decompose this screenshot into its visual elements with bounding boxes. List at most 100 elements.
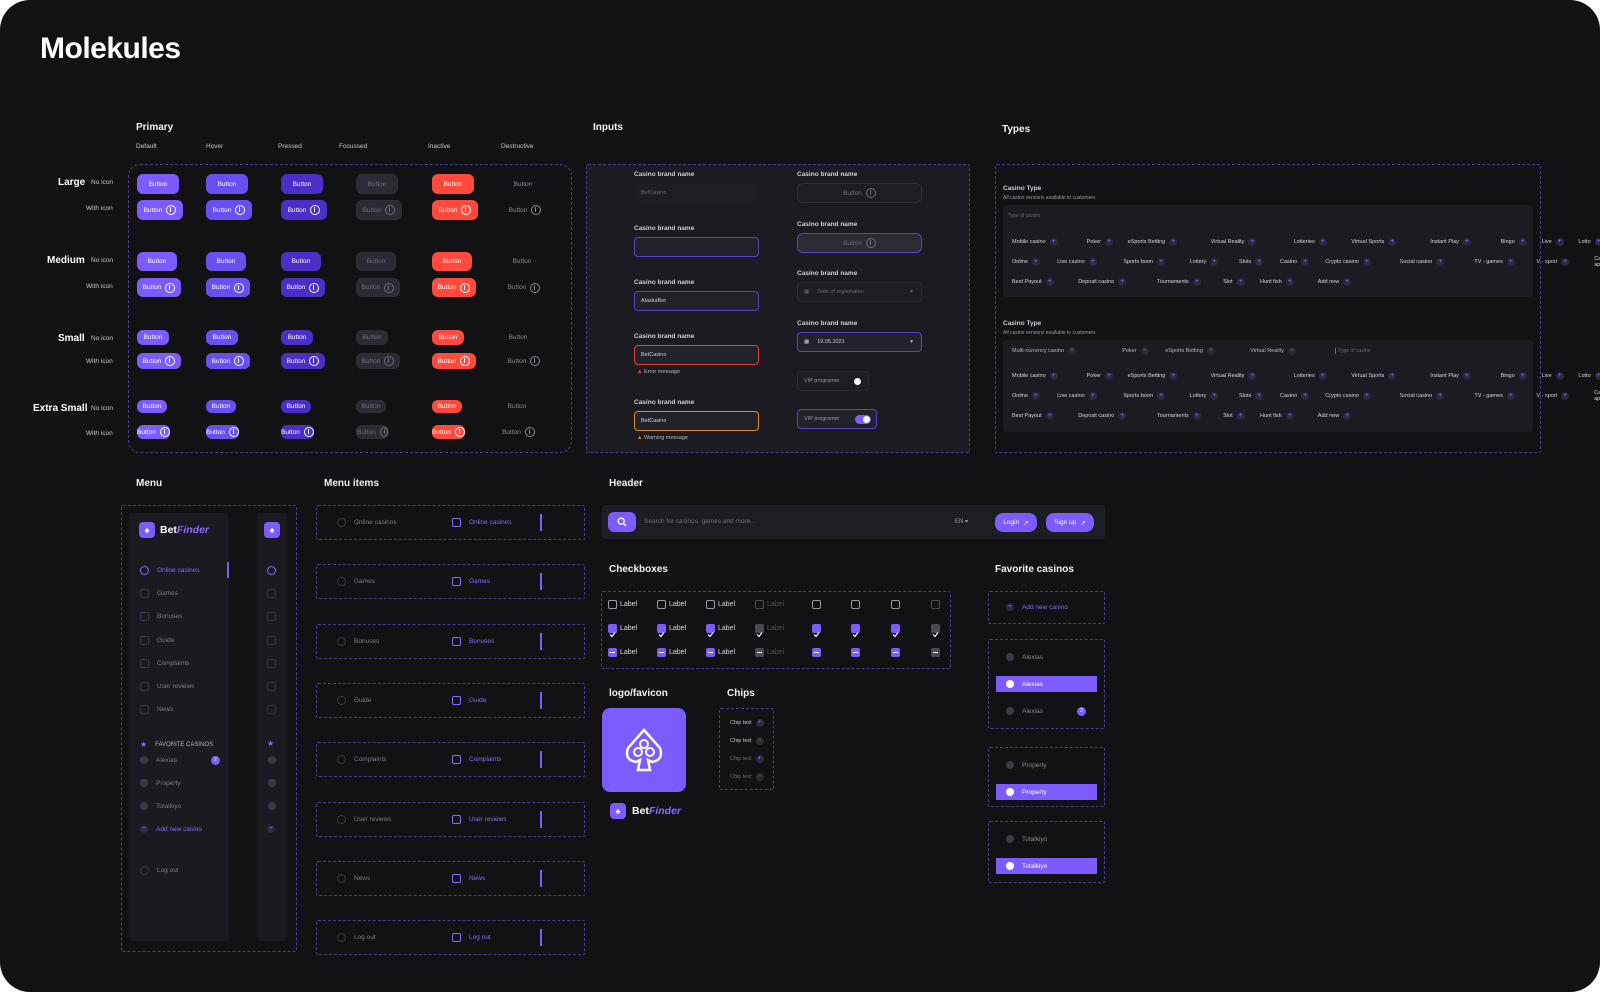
plus-icon[interactable]: + [267, 825, 275, 833]
checkbox[interactable] [931, 600, 940, 609]
type-chip[interactable]: Live casino + [1057, 390, 1097, 402]
type-chip[interactable]: Live + [1542, 370, 1564, 382]
menu-item-default[interactable]: Log out [337, 933, 376, 943]
button-focussed-with-icon[interactable]: Button [356, 200, 402, 220]
type-chip[interactable]: Instant Play + [1430, 370, 1471, 382]
button-default-with-icon[interactable]: Button [137, 353, 181, 369]
search-button[interactable] [608, 512, 636, 532]
type-chip[interactable]: Poker + [1087, 236, 1113, 248]
button-destructive[interactable]: Button [502, 174, 544, 194]
checkbox-checked[interactable] [812, 624, 821, 638]
favorite-item[interactable]: Totalkiyo [140, 802, 181, 810]
button-focussed[interactable]: Button [356, 400, 386, 413]
user-reviews-icon[interactable] [267, 682, 276, 691]
type-chip[interactable]: Add new + [1318, 276, 1352, 288]
button-destructive[interactable]: Button [502, 252, 542, 271]
type-chip[interactable]: Casino apps+ [1594, 256, 1600, 268]
type-chip[interactable]: Slots + [1239, 256, 1264, 268]
type-chip[interactable]: Best Payout + [1012, 276, 1054, 288]
button-default-with-icon[interactable]: Button [137, 425, 170, 439]
button-pressed-with-icon[interactable]: Button [281, 200, 327, 220]
sidebar-item-bonuses[interactable]: Bonuses [140, 612, 182, 622]
button-hover[interactable]: Button [206, 252, 246, 271]
type-select-box[interactable] [1003, 340, 1533, 432]
checkbox-checked[interactable] [608, 624, 617, 638]
guide-icon[interactable] [267, 635, 276, 645]
checkbox-checked[interactable] [755, 624, 764, 638]
menu-item-default[interactable]: Bonuses [337, 636, 379, 646]
menu-item-active[interactable]: Games [452, 577, 490, 587]
button-pressed[interactable]: Button [281, 174, 323, 194]
checkbox-indeterminate[interactable] [657, 648, 666, 657]
add-casino-link[interactable]: + Add new casino [140, 825, 202, 833]
button-pressed-with-icon[interactable]: Button [281, 278, 325, 297]
selected-chip[interactable]: Multi-currency casino × [1012, 345, 1076, 357]
type-chip[interactable]: Sports boon + [1123, 390, 1166, 402]
vip-toggle[interactable]: VIP programm [797, 371, 869, 391]
text-input[interactable] [634, 237, 759, 257]
type-chip[interactable]: Slot + [1223, 276, 1245, 288]
chip[interactable]: Chip text + [730, 717, 764, 729]
favorite-casino-item[interactable]: Alexias [996, 703, 1097, 719]
type-chip[interactable]: Casino + [1280, 390, 1310, 402]
button-pressed[interactable]: Button [281, 252, 321, 271]
favorite-casino-item[interactable]: Property [996, 757, 1097, 773]
button-inactive[interactable]: Button [432, 174, 474, 194]
button-inactive-with-icon[interactable]: Button [432, 353, 476, 369]
checkbox-indeterminate[interactable] [706, 648, 715, 657]
sidebar-item-complaints[interactable]: Complaints [140, 658, 190, 668]
text-input[interactable]: BetCasino [634, 183, 759, 203]
type-chip[interactable]: Lottery + [1190, 390, 1219, 402]
menu-item-default[interactable]: Guide [337, 695, 371, 705]
checkbox-indeterminate[interactable] [812, 648, 821, 657]
chip[interactable]: Chip text × [730, 771, 764, 783]
button-default-with-icon[interactable]: Button [137, 200, 183, 220]
text-input[interactable]: AlaskaBet [634, 291, 759, 311]
date-input-filled[interactable]: ▦ 19.05.2021 ▾ [797, 332, 922, 352]
button-focussed-with-icon[interactable]: Button [356, 278, 400, 297]
type-chip[interactable]: Online + [1012, 390, 1040, 402]
text-input[interactable]: BetCasino [634, 411, 759, 431]
search-input[interactable]: Search for casinos, games and more... [644, 518, 756, 525]
casino-icon[interactable] [267, 566, 276, 575]
casino-avatar[interactable] [268, 802, 276, 810]
toggle-switch[interactable] [855, 414, 871, 424]
button-hover[interactable]: Button [206, 400, 236, 413]
button-destructive[interactable]: Button [502, 400, 532, 413]
type-chip[interactable]: Social casino + [1400, 390, 1445, 402]
checkbox-checked[interactable] [931, 624, 940, 638]
type-chip[interactable]: Casino apps+ [1594, 390, 1600, 402]
type-chip[interactable]: Slot + [1223, 410, 1245, 422]
checkbox-indeterminate[interactable] [608, 648, 617, 657]
games-icon[interactable] [267, 589, 276, 599]
menu-item-default[interactable]: User reviews [337, 814, 392, 824]
menu-item-active[interactable]: Guide [452, 695, 486, 705]
menu-item-default[interactable]: Complaints [337, 755, 387, 765]
type-chip[interactable]: Bingo + [1501, 370, 1527, 382]
button-focussed-with-icon[interactable]: Button [356, 425, 389, 439]
complaints-icon[interactable] [267, 658, 276, 668]
menu-item-active[interactable]: Bonuses [452, 636, 494, 646]
checkbox[interactable] [851, 600, 860, 609]
type-chip[interactable]: Lotteries + [1294, 370, 1327, 382]
button-inactive[interactable]: Button [432, 252, 472, 271]
button-hover-with-icon[interactable]: Button [206, 353, 250, 369]
menu-item-default[interactable]: Online casinos [337, 518, 397, 527]
favorite-item[interactable]: Alexias [140, 756, 177, 764]
type-chip[interactable]: Instant Play + [1430, 236, 1471, 248]
signup-button[interactable]: Sign up ↗ [1046, 513, 1094, 532]
type-chip[interactable]: Live + [1542, 236, 1564, 248]
type-chip[interactable]: Social casino + [1400, 256, 1445, 268]
type-chip[interactable]: Virtual Reality + [1211, 236, 1257, 248]
button-inactive-with-icon[interactable]: Button [432, 425, 465, 439]
type-chip[interactable]: Crypto casino + [1325, 256, 1371, 268]
type-chip[interactable]: V - sport + [1536, 390, 1570, 402]
menu-item-active[interactable]: Complaints [452, 755, 502, 765]
button-destructive-with-icon[interactable]: Button [502, 278, 546, 297]
type-chip[interactable]: Sports boon + [1123, 256, 1166, 268]
button-pressed[interactable]: Button [281, 330, 313, 345]
checkbox[interactable] [608, 600, 617, 609]
selected-chip[interactable]: Poker × [1122, 345, 1149, 357]
type-chip[interactable]: Hunt fish + [1260, 276, 1294, 288]
sidebar-item-online-casinos[interactable]: Online casinos [140, 566, 200, 575]
